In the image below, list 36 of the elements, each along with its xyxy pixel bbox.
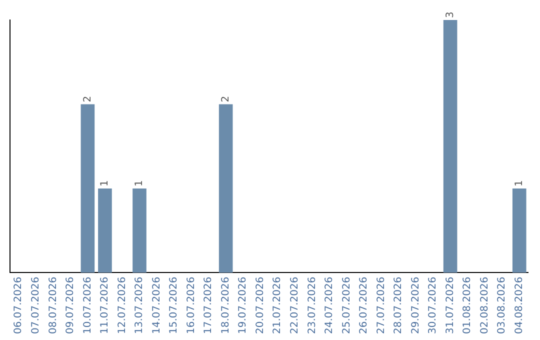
x-tick-label: 01.08.2026: [462, 276, 474, 334]
data-label: 1: [100, 180, 111, 186]
data-label: 1: [134, 180, 146, 186]
x-tick-label: 26.07.2026: [358, 276, 370, 334]
x-tick-label: 16.07.2026: [186, 276, 197, 334]
x-tick-label: 29.07.2026: [410, 276, 422, 334]
x-tick-label: 25.07.2026: [341, 276, 352, 334]
x-tick-label: 30.07.2026: [428, 276, 439, 334]
x-tick-label: 24.07.2026: [324, 276, 336, 334]
x-tick-label: 15.07.2026: [168, 276, 180, 334]
x-tick-label: 06.07.2026: [13, 276, 24, 334]
x-tick-label: 02.08.2026: [479, 276, 490, 334]
x-tick-label: 28.07.2026: [393, 276, 404, 334]
data-label: 1: [514, 180, 525, 186]
x-tick-label: 13.07.2026: [134, 276, 146, 334]
x-tick-label: 27.07.2026: [376, 276, 387, 334]
x-tick-label: 23.07.2026: [306, 276, 318, 334]
x-tick-label: 17.07.2026: [203, 276, 214, 334]
x-tick-label: 20.07.2026: [254, 276, 266, 334]
x-tick-label: 10.07.2026: [82, 276, 94, 334]
x-tick-label: 31.07.2026: [444, 276, 456, 334]
data-label: 2: [82, 96, 94, 102]
x-tick-label: 19.07.2026: [238, 276, 249, 334]
x-tick-label: 11.07.2026: [100, 276, 111, 334]
x-tick-label: 07.07.2026: [30, 276, 42, 334]
x-tick-label: 04.08.2026: [514, 276, 525, 334]
data-label: 2: [220, 96, 232, 102]
data-label: 3: [444, 12, 456, 18]
x-tick-label: 03.08.2026: [496, 276, 508, 334]
x-tick-label: 09.07.2026: [65, 276, 76, 334]
x-tick-label: 12.07.2026: [116, 276, 128, 334]
x-tick-label: 18.07.2026: [220, 276, 232, 334]
x-tick-label: 14.07.2026: [151, 276, 162, 334]
x-tick-label: 22.07.2026: [289, 276, 300, 334]
x-tick-label: 21.07.2026: [272, 276, 284, 334]
x-tick-label: 08.07.2026: [48, 276, 59, 334]
